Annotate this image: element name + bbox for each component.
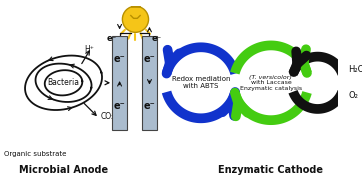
- Text: Enzymatic Cathode: Enzymatic Cathode: [218, 165, 323, 175]
- Text: H₂O: H₂O: [349, 65, 362, 74]
- Text: Organic substrate: Organic substrate: [4, 151, 66, 157]
- Text: Enzymatic catalysis: Enzymatic catalysis: [240, 86, 302, 91]
- FancyBboxPatch shape: [142, 36, 157, 130]
- Circle shape: [122, 6, 148, 32]
- Text: e⁻: e⁻: [114, 101, 126, 111]
- Text: H⁺: H⁺: [85, 45, 94, 54]
- FancyBboxPatch shape: [112, 36, 127, 130]
- Text: Bacteria: Bacteria: [47, 78, 80, 87]
- Text: Redox mediation
with ABTS: Redox mediation with ABTS: [172, 76, 230, 89]
- Text: O₂: O₂: [349, 91, 358, 100]
- Text: e⁻: e⁻: [152, 34, 162, 43]
- Text: (T. versicolor): (T. versicolor): [249, 75, 292, 80]
- Text: CO₂: CO₂: [101, 112, 115, 121]
- Text: with Laccase: with Laccase: [251, 80, 291, 85]
- Text: e⁻: e⁻: [107, 34, 117, 43]
- FancyBboxPatch shape: [131, 2, 140, 7]
- Text: e⁻: e⁻: [144, 55, 155, 64]
- Text: e⁻: e⁻: [144, 101, 155, 111]
- Text: e⁻: e⁻: [114, 55, 126, 64]
- Text: Microbial Anode: Microbial Anode: [19, 165, 108, 175]
